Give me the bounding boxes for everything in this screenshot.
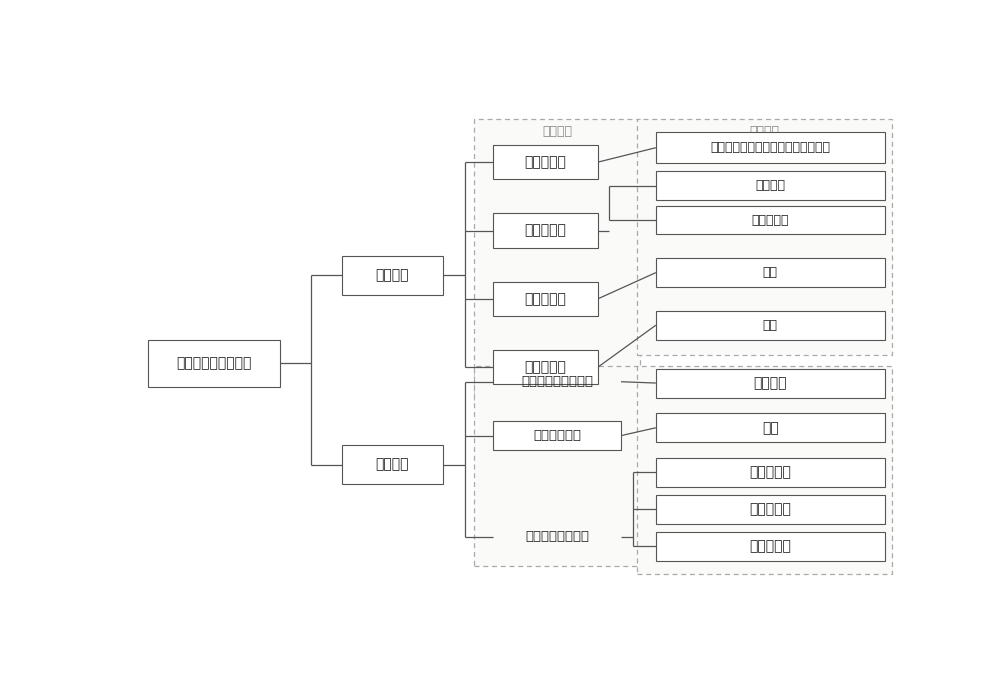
Text: 控制高压泵电机转速: 控制高压泵电机转速 xyxy=(521,375,593,388)
Bar xyxy=(637,119,892,355)
Bar xyxy=(474,366,640,566)
Text: 温度: 温度 xyxy=(763,319,778,332)
Bar xyxy=(342,255,443,295)
Text: 高压泵急停: 高压泵急停 xyxy=(749,539,791,553)
Text: 控制方式: 控制方式 xyxy=(542,372,572,385)
Bar xyxy=(493,421,621,450)
Bar xyxy=(656,132,885,163)
Text: 监测设备: 监测设备 xyxy=(542,125,572,138)
Text: 流体总流量: 流体总流量 xyxy=(751,214,789,227)
Bar xyxy=(656,413,885,442)
Bar xyxy=(656,258,885,287)
Bar xyxy=(493,350,598,385)
Text: 控制参数: 控制参数 xyxy=(749,372,779,385)
Bar xyxy=(637,366,892,574)
Bar xyxy=(656,171,885,200)
Bar xyxy=(474,119,640,400)
Bar xyxy=(656,531,885,561)
Text: 监测参数: 监测参数 xyxy=(749,125,779,138)
Text: 流体排量: 流体排量 xyxy=(755,180,785,193)
Bar xyxy=(656,494,885,524)
Bar xyxy=(656,458,885,487)
Bar xyxy=(493,282,598,316)
Text: 控制系统: 控制系统 xyxy=(376,458,409,471)
Text: 砂比: 砂比 xyxy=(763,266,778,279)
Bar xyxy=(342,445,443,484)
Text: 控制高压泵电控柜: 控制高压泵电控柜 xyxy=(525,531,589,544)
Text: 流量传感器: 流量传感器 xyxy=(524,223,566,238)
Bar xyxy=(148,339,280,387)
Bar xyxy=(656,206,885,234)
Bar xyxy=(493,213,598,248)
Text: 浓度传感器: 浓度传感器 xyxy=(524,292,566,306)
Text: 高压泵软启: 高压泵软启 xyxy=(749,465,791,479)
Text: 温度传感器: 温度传感器 xyxy=(524,360,566,374)
Text: 压力传感器: 压力传感器 xyxy=(524,155,566,169)
Bar xyxy=(493,145,598,179)
Text: 高压泵软停: 高压泵软停 xyxy=(749,502,791,516)
Text: 流体压力（水、气、水砂混合液等）: 流体压力（水、气、水砂混合液等） xyxy=(710,141,830,154)
Text: 流体排量: 流体排量 xyxy=(753,376,787,390)
Text: 自动化监测控制系统: 自动化监测控制系统 xyxy=(176,357,252,370)
Text: 控制加砂速度: 控制加砂速度 xyxy=(533,429,581,442)
Bar xyxy=(656,369,885,398)
Text: 监测系统: 监测系统 xyxy=(376,268,409,282)
Bar xyxy=(656,311,885,339)
Text: 砂比: 砂比 xyxy=(762,421,779,435)
